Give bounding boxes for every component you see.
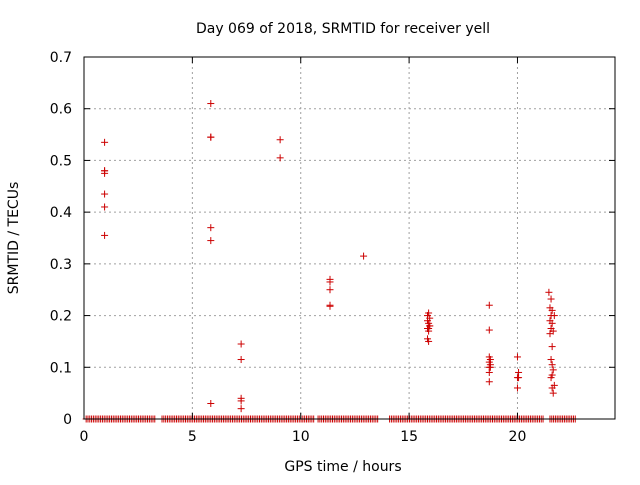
data-point — [237, 405, 245, 413]
data-point — [548, 319, 556, 327]
data-point — [513, 353, 521, 361]
plot-frame — [83, 56, 616, 420]
data-point — [547, 374, 555, 382]
y-tick-label: 0 — [63, 412, 72, 428]
data-point — [101, 167, 109, 175]
y-tick-label: 0.3 — [50, 257, 72, 273]
y-tick-label: 0.5 — [50, 153, 72, 169]
data-point — [513, 384, 521, 392]
data-point — [207, 237, 215, 245]
y-axis-title: SRMTID / TECUs — [6, 182, 22, 295]
x-tick-label: 10 — [292, 429, 310, 445]
y-tick-label: 0.1 — [50, 360, 72, 376]
data-point — [549, 389, 557, 397]
x-tick-label: 20 — [509, 429, 527, 445]
data-point — [486, 363, 494, 371]
data-point — [426, 314, 434, 322]
y-tick-label: 0.6 — [50, 102, 72, 118]
chart-title: Day 069 of 2018, SRMTID for receiver yel… — [196, 21, 490, 37]
data-point — [237, 356, 245, 364]
data-point — [485, 326, 493, 334]
data-point — [547, 356, 555, 364]
data-point — [550, 312, 558, 320]
data-point — [485, 378, 493, 386]
x-tick-label: 15 — [400, 429, 418, 445]
data-point — [101, 203, 109, 211]
data-point — [276, 136, 284, 144]
data-point — [548, 361, 556, 369]
data-point — [207, 133, 215, 141]
data-point — [101, 231, 109, 239]
y-tick-label: 0.4 — [50, 205, 72, 221]
data-point — [360, 252, 368, 260]
y-tick-label: 0.7 — [50, 50, 72, 66]
data-point — [101, 138, 109, 146]
x-axis-title: GPS time / hours — [284, 459, 401, 475]
y-tick-label: 0.2 — [50, 309, 72, 325]
grid-lines — [84, 57, 615, 419]
data-point — [515, 374, 523, 382]
data-point — [326, 302, 334, 310]
x-tick-label: 5 — [188, 429, 197, 445]
data-point — [546, 330, 554, 338]
data-point — [425, 337, 433, 345]
data-point — [548, 384, 556, 392]
data-point — [237, 340, 245, 348]
data-point — [207, 100, 215, 108]
data-point — [548, 343, 556, 351]
data-point — [425, 325, 433, 332]
data-point — [548, 306, 556, 314]
data-point — [207, 399, 215, 407]
tick-labels: 0 5 10 15 20 0 0.1 0.2 0.3 0.4 0.5 0.6 0.7 — [50, 50, 527, 445]
data-point — [549, 366, 557, 374]
data-point — [485, 301, 493, 309]
data-point — [485, 368, 493, 376]
data-point — [547, 295, 555, 303]
data-point — [276, 154, 284, 162]
data-point — [101, 190, 109, 198]
data-point — [425, 309, 433, 317]
data-point — [237, 397, 245, 405]
data-point — [326, 278, 334, 286]
data-point — [207, 224, 215, 232]
axis-ticks — [83, 56, 615, 420]
data-point — [326, 286, 334, 294]
data-point — [545, 288, 553, 296]
x-tick-label: 0 — [80, 429, 89, 445]
